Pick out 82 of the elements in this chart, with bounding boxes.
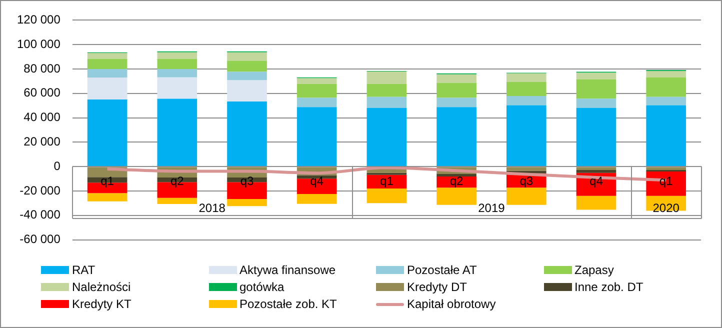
y-tick-label: 40 000 [24, 110, 61, 124]
bar [296, 98, 337, 108]
bar [576, 72, 616, 80]
bar [506, 96, 546, 106]
y-tick-label: 20 000 [24, 134, 61, 149]
bar [366, 72, 407, 84]
legend-label: Zapasy [574, 263, 615, 277]
legend-label: Kredyty DT [406, 280, 468, 294]
bar [436, 74, 476, 83]
bar [87, 53, 128, 59]
bar [576, 108, 616, 166]
bar [506, 188, 546, 205]
bar [227, 80, 267, 102]
bar [87, 58, 128, 69]
y-tick-label: -20 000 [20, 183, 61, 198]
bar [576, 98, 616, 108]
legend-label: Należności [71, 280, 132, 294]
bar [157, 58, 198, 69]
bar [296, 178, 337, 194]
bar [646, 171, 686, 196]
bar [646, 70, 686, 78]
bar [506, 105, 546, 166]
bar [296, 107, 337, 166]
bar [436, 82, 476, 98]
x-tick-label: q4 [590, 174, 604, 188]
legend-label: gotówka [238, 280, 286, 294]
bar [576, 167, 616, 170]
bar [296, 194, 337, 204]
y-tick-label: 0 [54, 158, 61, 173]
bar [227, 52, 267, 61]
bar [576, 79, 616, 99]
bar [506, 82, 546, 96]
y-tick-label: -40 000 [20, 208, 61, 222]
x-tick-label: q2 [450, 174, 464, 188]
legend-label: Aktywa finansowe [238, 263, 337, 277]
bar [227, 199, 267, 206]
x-tick-label: q1 [380, 174, 394, 188]
bar [87, 193, 128, 202]
bar [227, 101, 267, 166]
bar [506, 167, 546, 171]
bar [646, 105, 686, 166]
bar [436, 188, 476, 205]
bar [366, 188, 407, 204]
x-tick-label: q4 [310, 174, 324, 188]
bar [87, 69, 128, 78]
bar [646, 77, 686, 97]
y-tick-label: 60 000 [24, 86, 61, 100]
bar [157, 69, 198, 78]
bar [227, 72, 267, 80]
legend-label: Inne zob. DT [574, 280, 644, 294]
bar [576, 196, 616, 210]
bar [646, 167, 686, 170]
x-tick-label: q1 [659, 174, 674, 188]
legend-label: Kapitał obrotowy [406, 297, 497, 311]
bar [157, 198, 198, 204]
bar [366, 84, 407, 97]
legend-label: RAT [71, 263, 96, 277]
bar [366, 108, 407, 166]
annotation: 2018 [198, 200, 226, 215]
bar [436, 98, 476, 108]
bar [366, 96, 407, 108]
annotation: 2019 [478, 200, 506, 215]
bar [227, 60, 267, 72]
legend-label: Pozostałe zob. KT [238, 297, 338, 311]
bar [87, 100, 128, 166]
bar [506, 73, 546, 82]
y-tick-label: 120 000 [16, 12, 61, 27]
legend-label: Pozostałe AT [406, 263, 478, 277]
bar [157, 77, 198, 99]
bar [296, 78, 337, 84]
y-tick-label: 80 000 [24, 61, 61, 76]
bar [296, 84, 337, 98]
bar [157, 98, 198, 166]
bar [157, 52, 198, 59]
x-tick-label: q3 [520, 174, 534, 188]
bar [436, 107, 476, 166]
y-tick-label: 100 000 [16, 36, 61, 51]
bar [646, 96, 686, 106]
bar [576, 170, 616, 173]
legend-label: Kredyty KT [71, 297, 132, 311]
y-tick-label: -60 000 [20, 232, 61, 246]
bar [87, 78, 128, 100]
